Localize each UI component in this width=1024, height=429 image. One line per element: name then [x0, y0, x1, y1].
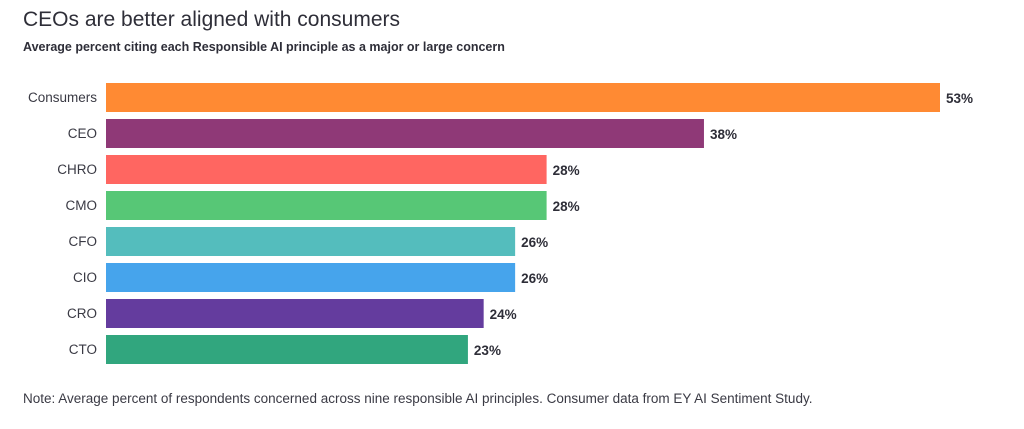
value-label-cto: 23% [474, 343, 501, 358]
value-label-consumers: 53% [946, 91, 973, 106]
bar-chart: Consumers 53% CEO 38% CHRO 28% CMO 28% CFO 26% CIO… [28, 83, 973, 364]
bar-ceo [106, 119, 704, 148]
category-label-cro: CRO [67, 306, 97, 321]
bar-cto [106, 335, 468, 364]
chart-title: CEOs are better aligned with consumers [23, 8, 401, 31]
category-label-ceo: CEO [68, 126, 97, 141]
category-label-consumers: Consumers [28, 90, 97, 105]
value-label-cmo: 28% [553, 199, 580, 214]
bars-group: Consumers 53% CEO 38% CHRO 28% CMO 28% CFO 26% CIO… [28, 83, 973, 364]
category-label-cio: CIO [73, 270, 97, 285]
value-label-cio: 26% [521, 271, 548, 286]
bar-cio [106, 263, 516, 292]
bar-cro [106, 299, 484, 328]
category-label-cmo: CMO [66, 198, 98, 213]
value-label-cfo: 26% [521, 235, 548, 250]
category-label-cto: CTO [69, 342, 97, 357]
category-label-chro: CHRO [57, 162, 97, 177]
category-label-cfo: CFO [69, 234, 98, 249]
bar-chro [106, 155, 547, 184]
value-label-ceo: 38% [710, 127, 737, 142]
bar-cmo [106, 191, 547, 220]
value-label-chro: 28% [553, 163, 580, 178]
chart-note: Note: Average percent of respondents con… [23, 391, 813, 406]
bar-consumers [106, 83, 940, 112]
bar-cfo [106, 227, 516, 256]
value-label-cro: 24% [490, 307, 517, 322]
chart-subtitle: Average percent citing each Responsible … [23, 40, 505, 54]
